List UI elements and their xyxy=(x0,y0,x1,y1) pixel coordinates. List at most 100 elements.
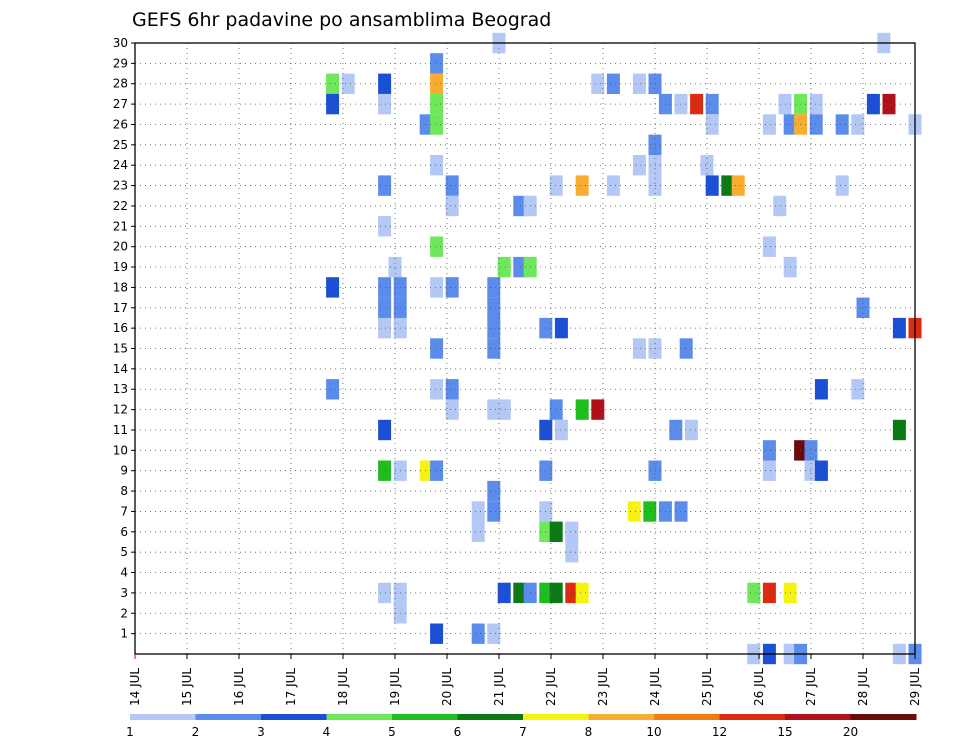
precip-cell xyxy=(575,582,589,604)
precip-cell xyxy=(378,277,392,298)
precip-cell xyxy=(430,236,444,257)
precip-cell xyxy=(690,93,704,115)
x-tick-label: 16 JUL xyxy=(232,668,246,706)
precip-cell xyxy=(856,297,870,318)
colorbar-swatch xyxy=(523,714,589,720)
y-tick-label: 12 xyxy=(113,403,128,417)
precip-cell xyxy=(762,236,776,257)
precip-cell xyxy=(430,53,444,74)
precip-cell xyxy=(326,93,340,115)
precip-cell xyxy=(378,582,392,604)
precip-cell xyxy=(549,582,563,604)
precip-cell xyxy=(445,399,459,420)
x-tick-label: 25 JUL xyxy=(700,668,714,706)
y-tick-label: 30 xyxy=(113,36,128,50)
precip-cell xyxy=(378,216,392,237)
precip-cell xyxy=(731,175,745,196)
precip-cell xyxy=(378,93,392,115)
y-tick-label: 7 xyxy=(120,504,128,518)
precip-cell xyxy=(814,460,828,481)
precip-cell xyxy=(497,256,511,278)
precip-cell xyxy=(809,114,823,135)
colorbar-label: 3 xyxy=(257,725,265,739)
precip-cell xyxy=(430,73,444,94)
colorbar-label: 7 xyxy=(519,725,527,739)
y-tick-label: 23 xyxy=(113,179,128,193)
colorbar-label: 10 xyxy=(646,725,661,739)
precip-cell xyxy=(851,114,865,135)
colorbar-label: 8 xyxy=(585,725,593,739)
chart-title: GEFS 6hr padavine po ansamblima Beograd xyxy=(132,9,551,31)
precip-cell xyxy=(627,501,641,522)
precip-cell xyxy=(445,175,459,196)
precip-cell xyxy=(471,623,485,644)
precip-cell xyxy=(430,277,444,298)
precip-cell xyxy=(632,338,646,359)
y-axis: 1234567891011121314151617181920212223242… xyxy=(113,36,135,641)
precip-cell xyxy=(430,460,444,481)
y-tick-label: 28 xyxy=(113,77,128,91)
precip-cell xyxy=(632,73,646,94)
colorbar-swatch xyxy=(850,714,917,720)
precip-cell xyxy=(606,175,620,196)
x-tick-label: 21 JUL xyxy=(492,668,506,706)
precip-cell xyxy=(487,480,501,502)
precip-cell xyxy=(445,277,459,298)
precip-cell xyxy=(565,521,579,542)
precip-cell xyxy=(705,93,719,115)
y-tick-label: 14 xyxy=(113,362,128,376)
x-tick-label: 28 JUL xyxy=(856,668,870,706)
x-axis: 14 JUL 15 JUL 16 JUL 17 JUL 18 JUL 19 JUL 20 J… xyxy=(128,654,922,706)
y-tick-label: 24 xyxy=(113,158,128,172)
y-tick-label: 2 xyxy=(120,606,128,620)
precip-cell xyxy=(554,419,568,441)
precip-cell xyxy=(487,297,501,318)
precip-cell xyxy=(591,73,605,94)
precip-cell xyxy=(892,419,906,441)
precip-cell xyxy=(554,317,568,339)
precip-cell xyxy=(700,155,714,176)
colorbar: 1 2 3 4 5 6 7 8 10 12 15 20 xyxy=(126,714,917,739)
x-tick-label: 15 JUL xyxy=(180,668,194,706)
x-tick-label: 23 JUL xyxy=(596,668,610,706)
precip-cell xyxy=(471,501,485,522)
y-tick-label: 15 xyxy=(113,342,128,356)
precip-cell xyxy=(487,338,501,359)
x-tick-label: 24 JUL xyxy=(648,668,662,706)
precip-cell xyxy=(747,582,761,604)
precip-cell xyxy=(419,114,433,135)
precip-cell xyxy=(762,114,776,135)
y-tick-label: 6 xyxy=(120,525,128,539)
precip-cell xyxy=(430,379,444,400)
y-tick-label: 5 xyxy=(120,545,128,559)
colorbar-swatch xyxy=(392,714,458,720)
colorbar-label: 5 xyxy=(388,725,396,739)
y-tick-label: 22 xyxy=(113,199,128,213)
precip-cell xyxy=(445,195,459,217)
ensemble-cells xyxy=(326,32,922,665)
precip-cell xyxy=(497,399,511,420)
y-tick-label: 25 xyxy=(113,138,128,152)
precip-cell xyxy=(835,114,849,135)
precip-cell xyxy=(565,542,579,563)
y-tick-label: 16 xyxy=(113,321,128,335)
precip-cell xyxy=(341,73,355,94)
colorbar-label: 20 xyxy=(843,725,858,739)
precip-cell xyxy=(684,419,698,441)
precip-cell xyxy=(549,175,563,196)
y-tick-label: 27 xyxy=(113,97,128,111)
precip-cell xyxy=(378,460,392,481)
precip-cell xyxy=(419,460,433,481)
precip-cell xyxy=(378,175,392,196)
precip-cell xyxy=(326,73,340,94)
x-tick-label: 26 JUL xyxy=(752,668,766,706)
precip-cell xyxy=(513,195,527,217)
precip-cell xyxy=(705,114,719,135)
precip-cell xyxy=(513,256,527,278)
precip-cell xyxy=(430,93,444,115)
x-tick-label: 27 JUL xyxy=(804,668,818,706)
precip-cell xyxy=(445,379,459,400)
precip-cell xyxy=(497,582,511,604)
colorbar-swatch xyxy=(588,714,655,720)
